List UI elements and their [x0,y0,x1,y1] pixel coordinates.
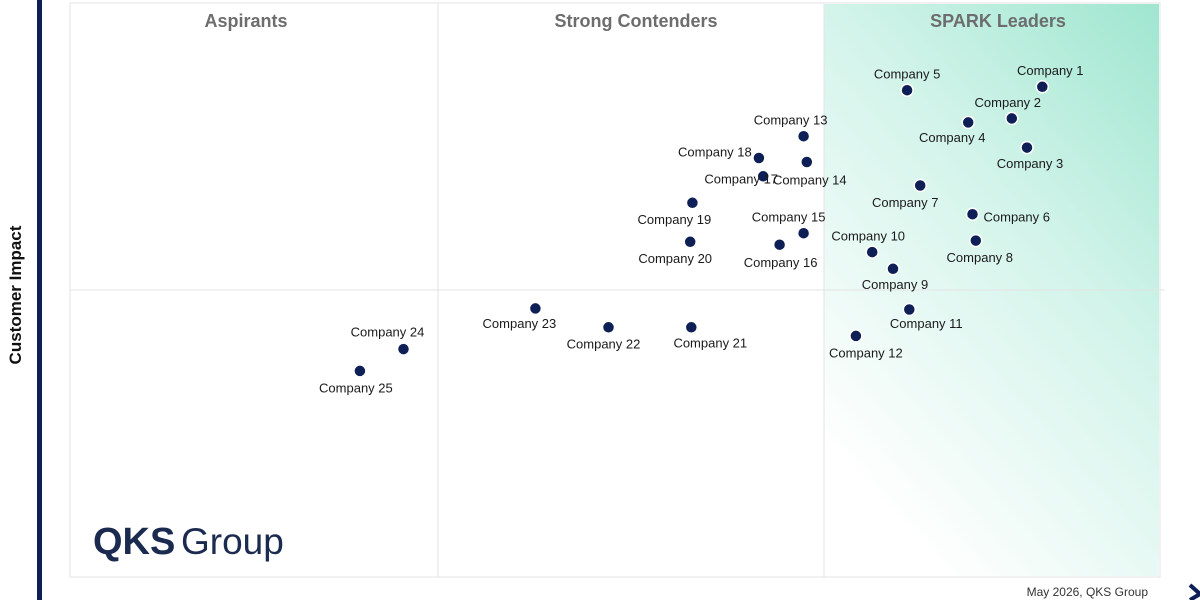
data-label-company-6: Company 6 [984,210,1050,225]
data-point-company-8 [969,233,983,248]
quadrant-label-strong-contenders: Strong Contenders [554,11,717,31]
data-point-company-23 [528,301,543,316]
data-label-company-16: Company 16 [744,255,818,270]
data-label-company-18: Company 18 [678,144,752,159]
quadrant-label-aspirants: Aspirants [204,11,287,31]
data-label-company-17: Company 17 [704,172,778,187]
data-point-company-3 [1020,140,1034,155]
data-label-company-1: Company 1 [1017,63,1083,78]
data-point-company-25 [353,364,367,378]
data-point-company-19 [685,196,700,210]
data-label-company-22: Company 22 [567,337,641,352]
data-label-company-8: Company 8 [947,250,1013,265]
data-label-company-7: Company 7 [872,195,938,210]
logo-group-text: Group [181,521,284,562]
data-point-company-4 [961,115,975,130]
data-label-company-24: Company 24 [351,325,425,340]
data-label-company-12: Company 12 [829,345,903,360]
data-label-company-14: Company 14 [773,172,847,187]
logo-qks-text: QKS [93,521,175,563]
data-label-company-3: Company 3 [997,156,1063,171]
data-point-company-21 [684,320,699,335]
data-point-company-11 [902,302,917,317]
qks-group-logo: QKS Group [93,521,284,563]
data-point-company-20 [683,235,697,249]
data-point-company-24 [396,342,411,356]
data-point-company-18 [752,151,766,165]
data-point-company-15 [796,226,811,240]
data-label-company-15: Company 15 [752,210,826,225]
data-point-company-17 [756,169,770,184]
data-label-company-21: Company 21 [673,336,747,351]
data-label-company-5: Company 5 [874,67,940,82]
x-axis-arrow-icon [1188,583,1200,600]
y-axis-title: Customer Impact [6,225,25,364]
data-point-company-2 [1005,111,1019,126]
data-label-company-11: Company 11 [890,316,963,331]
footer-credit: May 2026, QKS Group [1027,585,1149,599]
data-point-company-10 [865,245,879,259]
data-point-company-1 [1035,80,1050,94]
data-point-company-7 [913,178,927,193]
data-point-company-6 [965,207,980,221]
company-points: Company 1 Company 2 Company 3 Company 4 Comp… [319,63,1084,395]
data-label-company-10: Company 10 [831,229,905,244]
data-point-company-14 [800,155,814,169]
quadrant-label-spark-leaders: SPARK Leaders [930,11,1066,31]
data-label-company-25: Company 25 [319,380,393,395]
data-point-company-22 [601,320,616,335]
data-label-company-19: Company 19 [638,212,712,227]
data-label-company-9: Company 9 [862,277,928,292]
data-point-company-13 [796,129,811,143]
data-label-company-23: Company 23 [483,316,557,331]
data-point-company-12 [849,329,863,343]
data-label-company-20: Company 20 [638,251,712,266]
y-axis-bar [37,0,42,600]
data-label-company-4: Company 4 [919,130,985,145]
data-point-company-5 [900,83,914,97]
data-point-company-16 [772,237,787,252]
data-label-company-2: Company 2 [975,95,1041,110]
data-label-company-13: Company 13 [754,113,828,128]
data-point-company-9 [886,262,900,276]
